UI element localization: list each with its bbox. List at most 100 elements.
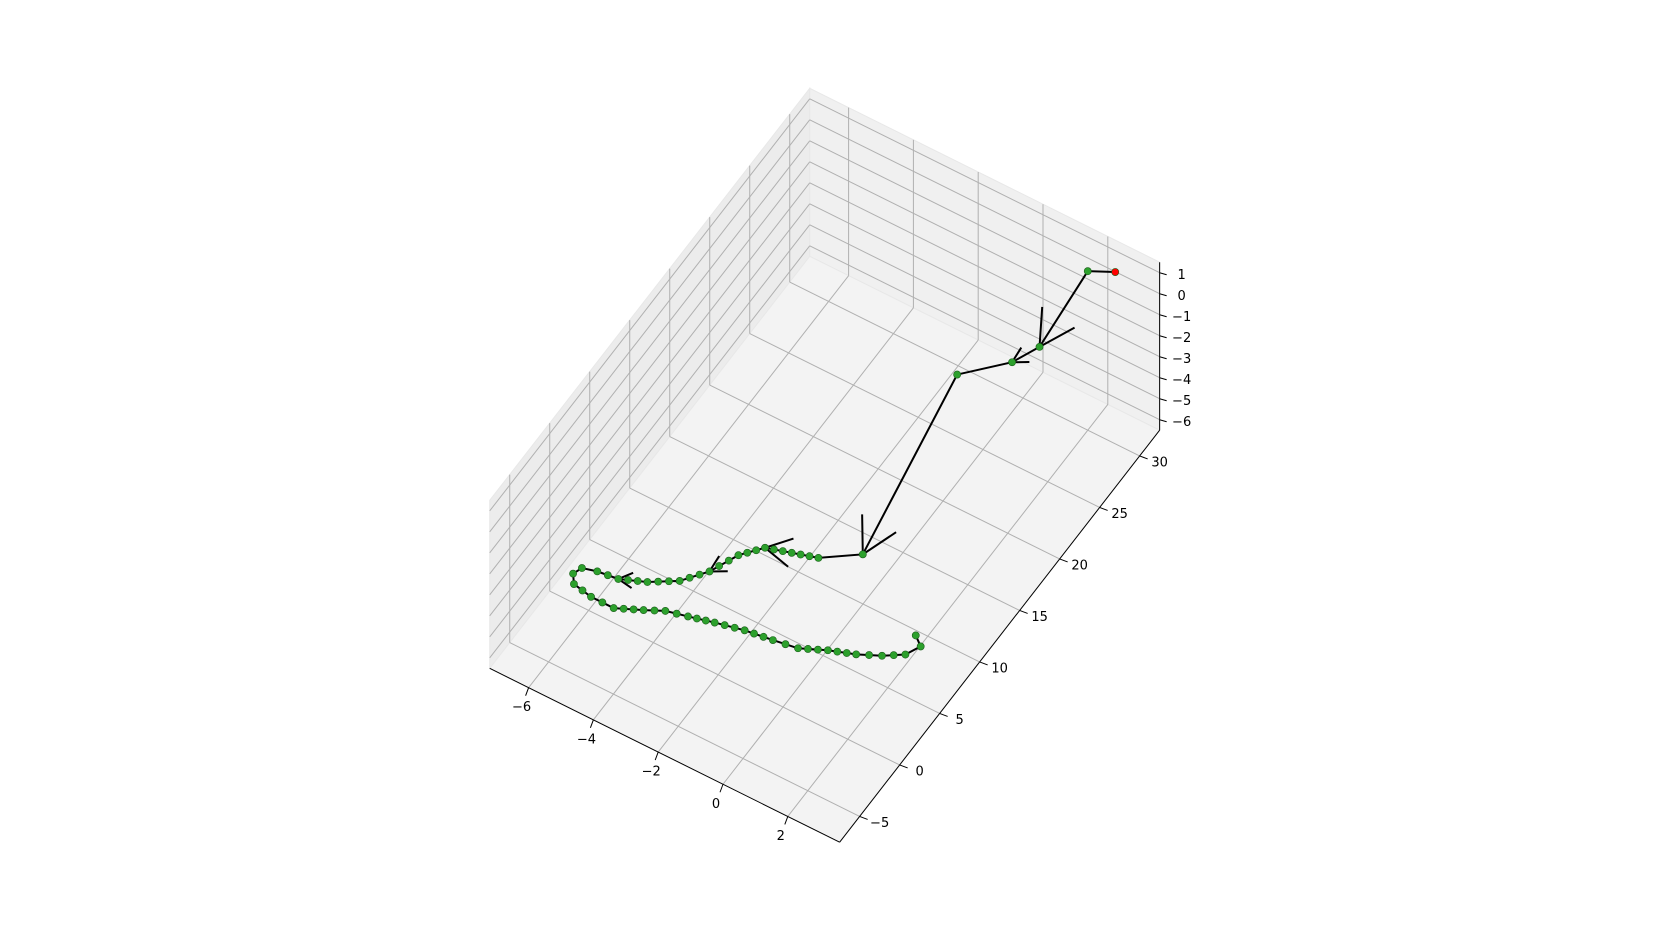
y-tick-label: 20 bbox=[1071, 558, 1088, 573]
x-tick bbox=[719, 784, 724, 793]
x-tick bbox=[654, 751, 659, 761]
grid-floor-y bbox=[589, 539, 940, 714]
grid-wall-z bbox=[489, 98, 811, 512]
y-tick-label: 30 bbox=[1151, 455, 1168, 470]
grid-floor-x bbox=[593, 307, 914, 721]
y-tick bbox=[1059, 558, 1068, 563]
trajectory-point bbox=[865, 651, 873, 659]
axis-lines bbox=[489, 262, 1161, 843]
grid-floor-x bbox=[787, 404, 1109, 817]
trajectory-point bbox=[643, 578, 652, 586]
x-tick-label: 2 bbox=[777, 829, 785, 844]
z-tick bbox=[1159, 293, 1167, 297]
trajectory-point bbox=[629, 605, 638, 614]
x-tick-label: 0 bbox=[712, 797, 720, 812]
y-tick bbox=[1099, 506, 1108, 511]
trajectory-point bbox=[569, 569, 577, 578]
trajectory-point bbox=[587, 592, 595, 601]
start-point bbox=[1111, 268, 1120, 276]
trajectory-point bbox=[750, 629, 758, 638]
trajectory-point bbox=[1035, 342, 1044, 351]
x-tick-label: −4 bbox=[577, 732, 596, 747]
grid-floor-x bbox=[657, 339, 979, 753]
trajectory-point bbox=[570, 580, 578, 588]
trajectory-lines bbox=[572, 270, 1116, 657]
trajectory-point bbox=[761, 543, 769, 552]
trajectory-point bbox=[787, 548, 796, 557]
grid-wall-z bbox=[489, 203, 811, 617]
grid-floor-y bbox=[789, 281, 1140, 457]
trajectory-point bbox=[778, 547, 787, 556]
grid-floor-y bbox=[549, 590, 900, 766]
z-tick bbox=[1159, 377, 1167, 381]
trajectory-point bbox=[654, 577, 663, 586]
z-tick bbox=[1159, 356, 1167, 360]
trajectory-point bbox=[796, 550, 805, 559]
grid-floor-y bbox=[709, 384, 1060, 560]
trajectory-point bbox=[578, 586, 587, 595]
trajectory-point bbox=[769, 636, 777, 644]
trajectory-point bbox=[1008, 358, 1016, 367]
trajectory-point bbox=[692, 614, 701, 623]
z-tick-label: 0 bbox=[1177, 289, 1185, 304]
trajectory-point bbox=[672, 609, 681, 618]
trajectory-point bbox=[675, 577, 684, 585]
trajectory-point bbox=[734, 551, 743, 560]
grid-back-z bbox=[809, 161, 1160, 337]
trajectory-point bbox=[715, 562, 724, 570]
y-tick bbox=[1139, 455, 1148, 460]
x-tick-label: −6 bbox=[512, 700, 531, 715]
trajectory-point bbox=[901, 650, 910, 659]
trajectory-point bbox=[823, 646, 832, 655]
z-tick-label: −2 bbox=[1172, 331, 1191, 346]
y-tick-label: 0 bbox=[915, 764, 923, 779]
trajectory-point bbox=[603, 571, 612, 580]
trajectory-point bbox=[804, 645, 812, 653]
grid-floor-y bbox=[669, 436, 1020, 611]
trajectory-point bbox=[633, 577, 642, 585]
z-tick-label: −5 bbox=[1172, 394, 1191, 409]
y-tick-label: −5 bbox=[870, 816, 889, 831]
y-tick-label: 25 bbox=[1111, 507, 1128, 522]
y-tick bbox=[1019, 609, 1028, 614]
trajectory-point bbox=[1083, 267, 1092, 276]
z-tick bbox=[1159, 314, 1167, 318]
x-tick bbox=[525, 687, 530, 696]
grid-wall-z bbox=[489, 161, 811, 575]
grid-wall-z bbox=[489, 245, 811, 659]
x-axis-line bbox=[489, 667, 840, 843]
trajectory-point bbox=[650, 606, 659, 615]
trajectory-point bbox=[752, 546, 761, 555]
z-tick-label: −3 bbox=[1172, 352, 1191, 367]
grid-floor-y bbox=[509, 642, 860, 817]
y-axis-line bbox=[839, 429, 1161, 843]
grid-back-z bbox=[809, 140, 1160, 316]
trajectory-point bbox=[833, 647, 842, 656]
y-tick-label: 15 bbox=[1031, 610, 1048, 625]
trajectory-point bbox=[889, 651, 898, 660]
y-tick bbox=[939, 712, 948, 717]
z-tick-label: −1 bbox=[1172, 310, 1191, 325]
grid-back-z bbox=[809, 98, 1160, 274]
grid-back-z bbox=[809, 119, 1160, 295]
trajectory-point bbox=[770, 545, 778, 554]
grid-floor-x bbox=[722, 371, 1044, 785]
trajectory-point bbox=[740, 626, 749, 635]
trajectory-point bbox=[614, 575, 623, 583]
y-tick bbox=[859, 815, 868, 820]
trajectory-point bbox=[665, 577, 673, 586]
trajectory-point bbox=[695, 570, 704, 579]
trajectory-point bbox=[705, 567, 714, 576]
grid-lines bbox=[489, 98, 1160, 817]
trajectory-point bbox=[842, 649, 851, 657]
grid-floor-y bbox=[629, 487, 980, 663]
grid-floor-x bbox=[528, 275, 849, 688]
trajectory-point bbox=[781, 640, 790, 649]
z-tick bbox=[1159, 419, 1167, 423]
x-tick-label: −2 bbox=[642, 765, 661, 780]
trajectory-point bbox=[794, 644, 802, 653]
trajectory-point bbox=[852, 650, 861, 659]
trajectory-points bbox=[569, 267, 1120, 660]
